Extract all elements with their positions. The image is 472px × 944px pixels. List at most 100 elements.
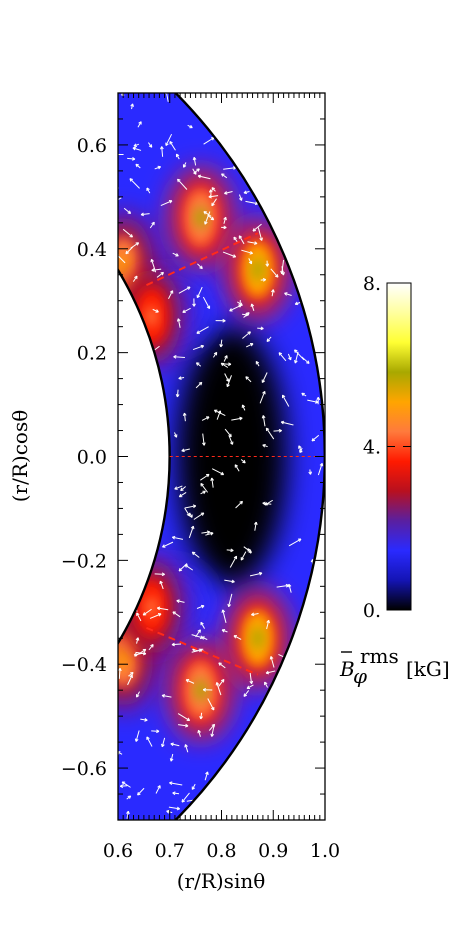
flow-arrow [136,612,142,622]
flow-arrow [165,133,173,146]
flow-arrow [223,216,227,224]
flow-arrow [248,258,253,265]
flow-arrow [142,608,152,616]
flow-arrow [169,753,174,762]
flow-arrow [184,507,191,517]
flow-arrow [271,289,275,297]
flow-arrow [177,713,191,722]
svg-text:B: B [339,657,355,681]
flow-arrow [234,464,240,472]
flow-arrow [205,531,214,536]
flow-arrow [193,512,205,520]
flow-arrow [260,278,267,282]
colorbar-label-sup: rms [360,644,399,668]
field-peak-center [118,253,130,276]
flow-arrow [178,723,189,728]
flow-arrow [261,372,268,383]
flow-arrow [262,443,268,448]
flow-arrow [129,178,140,189]
flow-arrow [128,671,134,677]
flow-arrow [151,268,162,272]
dashed-lines [146,232,325,676]
flow-arrow [265,260,270,267]
flow-arrow [287,353,292,361]
flow-arrow [316,396,321,405]
field-peak [170,169,231,266]
flow-arrow [247,241,258,245]
flow-arrow [280,259,285,275]
flow-arrow [229,555,238,568]
flow-arrow [154,165,161,170]
colorbar-label: B φ rms [kG] [339,644,450,688]
flow-arrow [197,174,211,180]
flow-arrow [266,619,270,630]
field-blobs [118,169,288,739]
field-peak-center [194,206,207,229]
flow-arrow [249,672,254,685]
flow-arrow [288,538,302,547]
svg-text:φ: φ [353,664,367,688]
flow-arrow [255,360,260,367]
flow-arrow [204,211,211,225]
flow-arrow [308,469,313,475]
flow-arrow [240,459,246,464]
field-peak-center [118,648,130,671]
flow-arrow [208,723,216,731]
flow-arrow [231,416,243,421]
flow-arrow [200,473,210,481]
colorbar-tick-label: 8. [363,273,381,295]
flow-arrow [228,435,234,445]
flow-arrow [269,656,275,668]
flow-arrow [213,409,226,416]
colorbar-label-symbol: B [339,657,355,681]
flow-arrow [180,486,186,492]
flow-arrow [207,698,215,711]
flow-arrow [241,249,253,255]
flow-arrow [159,580,164,590]
flow-arrow [115,827,120,832]
field-peak-center [145,596,158,619]
flow-arrow [182,307,191,313]
flow-arrow [301,392,307,397]
flow-arrow [242,331,251,339]
y-tick-label: 0.2 [77,343,107,365]
flow-arrow [287,583,292,593]
flow-arrow [160,199,173,207]
colorbar-label-sub: φ [353,664,367,688]
flow-arrow [168,290,174,300]
flow-arrow [192,298,196,307]
flow-arrow [156,606,169,611]
flow-arrow [192,344,205,351]
x-axis-label: (r/R)sinθ [177,869,266,893]
flow-arrow [122,54,128,61]
x-tick-label: 0.6 [103,840,133,862]
flow-arrow [211,187,216,192]
flow-arrow [307,399,319,404]
flow-arrow [195,362,202,367]
flow-arrow [294,301,301,306]
flow-arrow [259,390,266,404]
field-peak [227,221,288,318]
flow-arrow [134,730,140,742]
flow-arrow [201,530,211,535]
colorbar-ticks: 0. 4. 8. [363,273,411,622]
flow-arrow [301,356,310,364]
flow-arrow [223,362,232,367]
x-axis: 0.6 0.7 0.8 0.9 1.0 [103,93,340,862]
flow-arrow [196,326,209,334]
flow-arrow [148,75,157,83]
plot-area: 0.6 0.7 0.8 0.9 1.0 0.6 0.4 0.2 0.0 −0.2 −0.4 −0.6 [61,54,340,862]
flow-arrow [204,771,209,781]
flow-arrow [172,611,181,618]
colorbar-label-unit: [kG] [406,657,450,681]
flow-arrow [130,103,134,110]
flow-arrow [251,612,259,617]
flow-arrow [169,781,183,786]
flow-arrow [253,521,258,531]
x-tick-label: 0.7 [155,840,185,862]
flow-arrow [284,292,292,296]
flow-arrow [175,389,180,398]
flow-arrow [226,375,232,388]
flow-arrow [246,684,254,689]
